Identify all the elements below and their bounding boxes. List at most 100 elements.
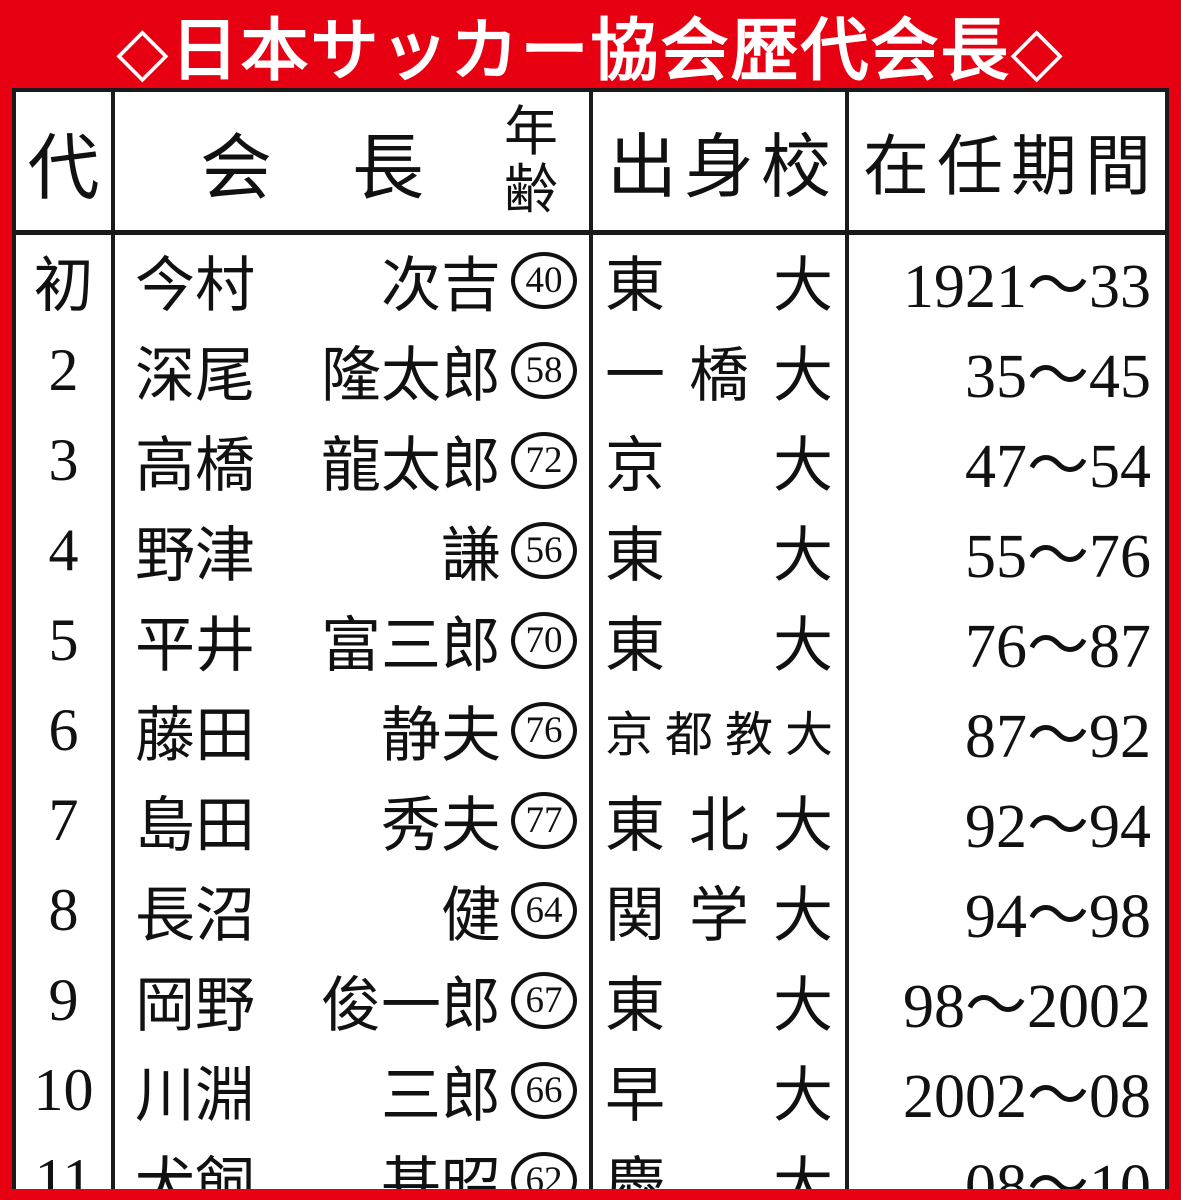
school-char: 大: [773, 1062, 833, 1129]
header-age-label: 年 齢: [491, 102, 571, 219]
table-row: 8 長沼 健 64 関学大 94～98: [16, 865, 1165, 955]
president-name: 島田 秀夫: [135, 777, 501, 864]
president-name: 藤田 静夫: [135, 687, 501, 774]
tenure-cell: 94～98: [964, 883, 1151, 951]
table-row: 2 深尾 隆太郎 58 一橋大 35～45: [16, 325, 1165, 415]
family-name: 川淵: [135, 1062, 255, 1129]
president-name: 高橋 龍太郎: [135, 417, 501, 504]
school-char: 早: [605, 1062, 665, 1129]
school-char: 大: [773, 252, 833, 319]
table-header-row: 代 会 長 年 齢 出身校 在任期間: [16, 92, 1165, 235]
school-char: 東: [605, 522, 665, 589]
president-name: 深尾 隆太郎: [135, 327, 501, 414]
table-body: 初今村 次吉 40 東大 1921～33 2 深尾 隆太郎 58 一橋大 35～45 3 高橋 龍太郎 72…: [16, 235, 1165, 1189]
age-circle: 77: [511, 791, 577, 849]
school-cell: 京大: [593, 415, 849, 505]
banner-title: ◇日本サッカー協会歴代会長◇: [116, 12, 1065, 89]
header-president-label: 会 長: [133, 109, 491, 214]
age-circle: 72: [511, 431, 577, 489]
generation-cell: 10: [16, 1045, 115, 1135]
family-name: 島田: [135, 792, 255, 859]
tenure-cell: 98～2002: [902, 973, 1151, 1041]
school-char: 京: [605, 709, 654, 762]
age-circle: 40: [511, 251, 577, 309]
age-circle: 70: [511, 611, 577, 669]
school-char: 橋: [689, 342, 749, 409]
school-cell: 東大: [593, 955, 849, 1045]
header-school-char: 校: [761, 129, 831, 207]
school-char: 大: [773, 1152, 833, 1190]
school-cell: 京都教大: [593, 685, 849, 775]
school-cell: 東大: [593, 505, 849, 595]
age-circle: 56: [511, 521, 577, 579]
header-president: 会 長 年 齢: [115, 92, 593, 230]
school-cell: 一橋大: [593, 325, 849, 415]
tenure-cell: 35～45: [964, 343, 1151, 411]
age-circle: 76: [511, 701, 577, 759]
tenure-cell: 87～92: [964, 703, 1151, 771]
school-cell: 慶大: [593, 1135, 849, 1189]
school-char: 大: [773, 792, 833, 859]
family-name: 平井: [135, 612, 255, 679]
school-cell: 東大: [593, 595, 849, 685]
table-row: 4 野津謙 56 東大 55～76: [16, 505, 1165, 595]
given-name: 龍太郎: [321, 432, 501, 499]
president-name: 川淵 三郎: [135, 1047, 501, 1134]
header-school: 出身校: [593, 92, 849, 230]
school-char: 大: [773, 612, 833, 679]
school-char: 東: [605, 972, 665, 1039]
family-name: 今村: [135, 252, 255, 319]
family-name: 高橋: [135, 432, 255, 499]
header-tenure: 在任期間: [849, 92, 1165, 230]
given-name: 隆太郎: [321, 342, 501, 409]
president-cell: 長沼 健 64: [115, 865, 593, 955]
school-char: 北: [689, 792, 749, 859]
school-char: 学: [689, 882, 749, 949]
family-name: 犬飼: [135, 1152, 255, 1190]
table-row: 10 川淵 三郎 66 早大 2002～08: [16, 1045, 1165, 1135]
header-school-char: 出: [607, 129, 677, 207]
family-name: 藤田: [135, 702, 255, 769]
president-cell: 今村 次吉 40: [115, 235, 593, 325]
table-row: 7 島田 秀夫 77 東北大 92～94: [16, 775, 1165, 865]
president-cell: 藤田 静夫 76: [115, 685, 593, 775]
school-char: 慶: [605, 1152, 665, 1190]
given-name: 謙: [441, 522, 501, 589]
president-name: 今村 次吉: [135, 237, 501, 324]
school-char: 東: [605, 792, 665, 859]
family-name: 野津: [135, 522, 255, 589]
school-char: 大: [773, 432, 833, 499]
school-cell: 東北大: [593, 775, 849, 865]
generation-cell: 11: [16, 1135, 115, 1189]
president-cell: 川淵 三郎 66: [115, 1045, 593, 1135]
president-cell: 平井 富三郎 70: [115, 595, 593, 685]
table-row: 初今村 次吉 40 東大 1921～33: [16, 235, 1165, 325]
generation-cell: 6: [16, 685, 115, 775]
given-name: 三郎: [381, 1062, 501, 1129]
president-cell: 高橋 龍太郎 72: [115, 415, 593, 505]
school-char: 京: [605, 432, 665, 499]
school-char: 大: [773, 522, 833, 589]
given-name: 俊一郎: [321, 972, 501, 1039]
age-circle: 62: [511, 1151, 577, 1189]
generation-cell: 初: [16, 235, 115, 325]
tenure-cell: 2002～08: [902, 1063, 1151, 1131]
age-circle: 58: [511, 341, 577, 399]
president-cell: 岡野 俊一郎 67: [115, 955, 593, 1045]
header-generation: 代: [16, 92, 115, 230]
president-cell: 野津 謙 56: [115, 505, 593, 595]
header-tenure-char: 在: [863, 131, 929, 204]
school-char: 大: [773, 972, 833, 1039]
president-name: 平井 富三郎: [135, 597, 501, 684]
family-name: 岡野: [135, 972, 255, 1039]
school-char: 一: [605, 342, 665, 409]
table-row: 3 高橋 龍太郎 72 京大 47～54: [16, 415, 1165, 505]
tenure-cell: 47～54: [964, 433, 1151, 501]
presidents-table: 代 会 長 年 齢 出身校 在任期間 初今村 次吉 40 東大 1921～33 2 深尾 隆太…: [12, 88, 1169, 1189]
given-name: 静夫: [381, 702, 501, 769]
generation-cell: 2: [16, 325, 115, 415]
given-name: 次吉: [381, 252, 501, 319]
generation-cell: 3: [16, 415, 115, 505]
president-name: 野津 謙: [135, 507, 501, 594]
